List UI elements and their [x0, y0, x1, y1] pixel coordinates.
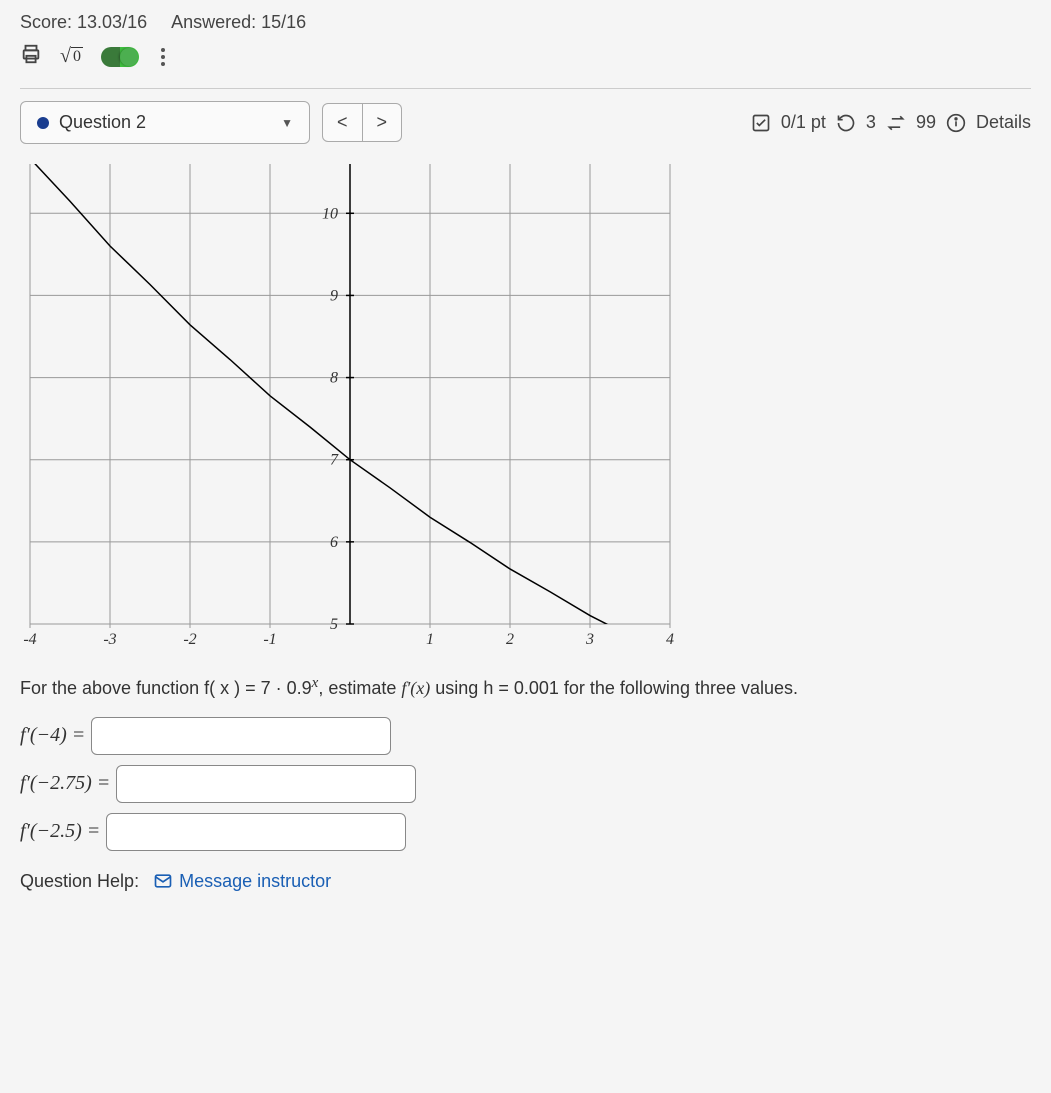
svg-text:3: 3 [585, 631, 594, 648]
answer-input-0[interactable] [91, 717, 391, 755]
svg-text:8: 8 [330, 370, 338, 387]
svg-text:2: 2 [506, 631, 514, 648]
answer-row: f′(−2.75) = [20, 765, 1031, 803]
svg-text:6: 6 [330, 534, 338, 551]
svg-text:-3: -3 [103, 631, 116, 648]
answer-row: f′(−2.5) = [20, 813, 1031, 851]
svg-text:-1: -1 [263, 631, 276, 648]
print-icon[interactable] [20, 43, 42, 70]
details-link[interactable]: Details [976, 112, 1031, 133]
mail-icon [153, 871, 173, 891]
next-question-button[interactable]: > [363, 103, 403, 142]
answered-text: Answered: 15/16 [171, 12, 306, 33]
question-status-bullet-icon [37, 117, 49, 129]
answer-lhs: f′(−2.5) = [20, 820, 100, 843]
answer-input-1[interactable] [116, 765, 416, 803]
svg-text:-4: -4 [23, 631, 36, 648]
question-selector[interactable]: Question 2 ▼ [20, 101, 310, 144]
svg-text:5: 5 [330, 616, 338, 633]
divider [20, 88, 1031, 89]
svg-text:10: 10 [322, 205, 338, 222]
svg-text:9: 9 [330, 287, 338, 304]
score-text: Score: 13.03/16 [20, 12, 147, 33]
svg-text:7: 7 [330, 452, 339, 469]
svg-text:4: 4 [666, 631, 674, 648]
swap-count: 99 [916, 112, 936, 133]
svg-text:1: 1 [426, 631, 434, 648]
answer-row: f′(−4) = [20, 717, 1031, 755]
checkbox-icon [751, 113, 771, 133]
answer-lhs: f′(−2.75) = [20, 772, 110, 795]
sqrt-radicand: 0 [71, 47, 83, 66]
math-sqrt-toggle[interactable]: √0 [60, 45, 83, 68]
function-chart: -4 -3 -2 -1 1 2 3 4 5 6 7 8 9 10 [20, 154, 1031, 659]
mathquill-toggle[interactable] [101, 47, 139, 67]
prev-question-button[interactable]: < [322, 103, 363, 142]
answer-input-2[interactable] [106, 813, 406, 851]
points-text: 0/1 pt [781, 112, 826, 133]
more-menu-icon[interactable] [161, 48, 165, 66]
swap-icon [886, 113, 906, 133]
problem-statement: For the above function f( x ) = 7 · 0.9x… [20, 671, 1031, 703]
chevron-down-icon: ▼ [281, 116, 293, 130]
retry-count: 3 [866, 112, 876, 133]
message-instructor-link[interactable]: Message instructor [153, 871, 331, 892]
answer-lhs: f′(−4) = [20, 724, 85, 747]
svg-text:-2: -2 [183, 631, 196, 648]
retry-icon [836, 113, 856, 133]
question-help-label: Question Help: [20, 871, 139, 892]
question-label: Question 2 [59, 112, 146, 133]
info-icon[interactable] [946, 113, 966, 133]
